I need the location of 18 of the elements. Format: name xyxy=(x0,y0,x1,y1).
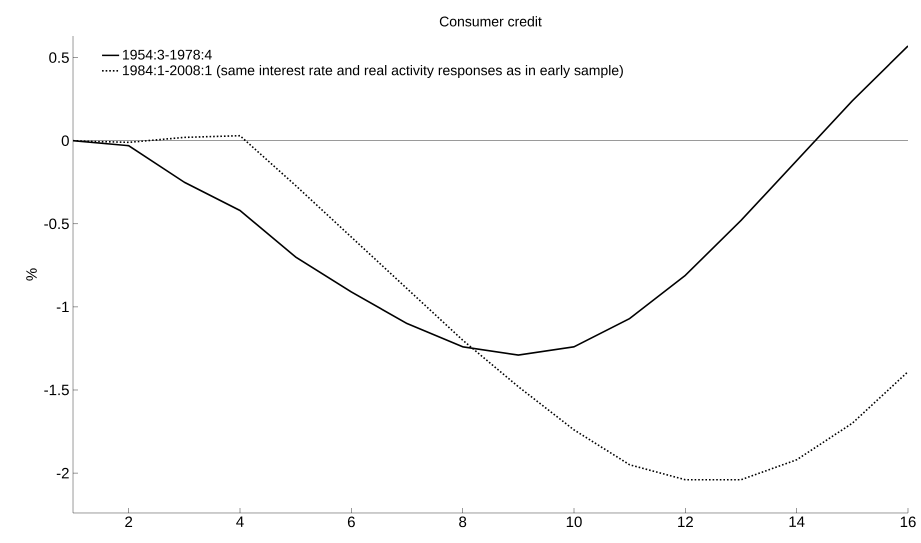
chart-title: Consumer credit xyxy=(440,16,542,26)
x-tick-label: 2 xyxy=(125,516,132,527)
x-tick-label: 10 xyxy=(566,516,582,528)
y-axis-title: % xyxy=(26,268,37,281)
x-tick-label: 8 xyxy=(459,516,466,528)
legend-label: 1954:3-1978:4 xyxy=(122,50,212,60)
y-tick-label: -1 xyxy=(56,302,69,312)
y-tick-label: 0 xyxy=(62,135,69,146)
x-tick-label: 4 xyxy=(236,516,244,527)
legend-label: 1984:1-2008:1 (same interest rate and real activity responses as in early sample) xyxy=(122,65,623,78)
y-tick-label: -0.5 xyxy=(44,218,69,230)
y-tick-label: 0.5 xyxy=(49,52,69,63)
x-tick-label: 16 xyxy=(900,516,916,528)
y-tick-label: -1.5 xyxy=(44,384,69,396)
x-tick-label: 6 xyxy=(348,516,355,528)
x-tick-label: 14 xyxy=(789,516,805,527)
x-tick-label: 12 xyxy=(678,516,693,527)
y-tick-label: -2 xyxy=(56,468,69,478)
